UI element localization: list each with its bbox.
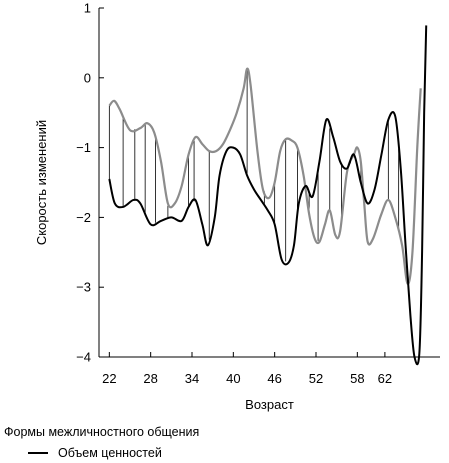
legend-title: Формы межличностного общения <box>4 425 200 439</box>
y-tick-label: 1 <box>84 1 91 16</box>
ticks-group: 1 0 −1 −2 −3 −4 22 28 34 40 46 52 58 62 <box>76 1 392 387</box>
series-group <box>108 25 428 366</box>
x-tick-label: 40 <box>226 371 240 386</box>
legend-swatch <box>28 452 48 454</box>
legend-label: Объем ценностей <box>58 446 162 460</box>
y-tick-label: 0 <box>84 70 91 85</box>
y-tick-label: −2 <box>76 210 91 225</box>
y-axis-label: Скорость изменений <box>34 120 49 245</box>
series-line-gray <box>108 67 422 285</box>
y-tick-label: −4 <box>76 350 91 365</box>
legend-item: Объем ценностей <box>28 446 162 460</box>
series-line-values <box>108 25 428 366</box>
x-tick-label: 28 <box>143 371 157 386</box>
x-tick-label: 62 <box>378 371 392 386</box>
y-tick-label: −1 <box>76 140 91 155</box>
x-axis-label: Возраст <box>245 397 294 412</box>
x-tick-label: 58 <box>350 371 364 386</box>
x-tick-label: 52 <box>309 371 323 386</box>
x-tick-label: 22 <box>102 371 116 386</box>
x-tick-label: 34 <box>185 371 199 386</box>
x-tick-label: 46 <box>267 371 281 386</box>
axes-group <box>98 8 440 358</box>
y-tick-label: −3 <box>76 280 91 295</box>
